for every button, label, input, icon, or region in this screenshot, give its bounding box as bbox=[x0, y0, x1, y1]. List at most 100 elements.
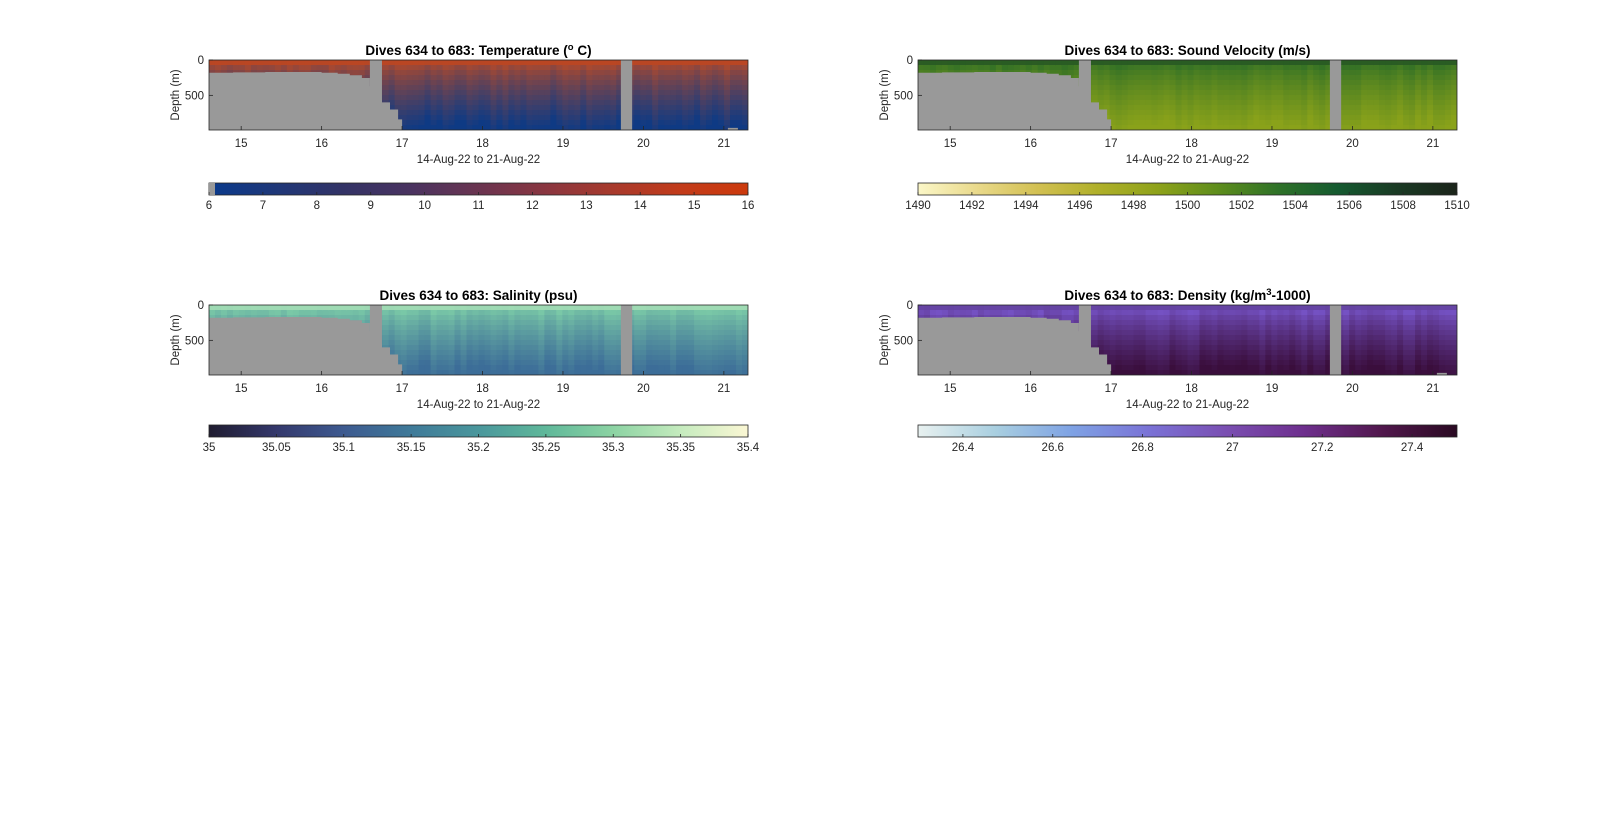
heatmap-cell bbox=[736, 305, 743, 311]
heatmap-cell bbox=[1121, 365, 1129, 371]
heatmap-cell bbox=[682, 355, 689, 361]
heatmap-cell bbox=[1157, 325, 1165, 331]
heatmap-cell bbox=[472, 70, 480, 76]
heatmap-cell bbox=[1391, 100, 1398, 106]
heatmap-cell bbox=[1217, 340, 1225, 346]
heatmap-cell bbox=[1133, 330, 1141, 336]
heatmap-cell bbox=[1421, 65, 1428, 71]
heatmap-cell bbox=[1175, 330, 1183, 336]
heatmap-cell bbox=[1253, 125, 1260, 130]
heatmap-cell bbox=[550, 65, 557, 71]
heatmap-cell bbox=[616, 320, 623, 326]
heatmap-cell bbox=[322, 310, 330, 316]
heatmap-cell bbox=[1217, 325, 1225, 331]
heatmap-cell bbox=[562, 115, 569, 121]
heatmap-cell bbox=[262, 60, 270, 66]
heatmap-cell bbox=[670, 120, 677, 126]
heatmap-cell bbox=[724, 320, 731, 326]
heatmap-cell bbox=[1145, 110, 1153, 116]
heatmap-cell bbox=[1109, 75, 1117, 81]
heatmap-cell bbox=[1325, 105, 1332, 111]
heatmap-cell bbox=[1367, 120, 1374, 126]
heatmap-cell bbox=[472, 100, 480, 106]
heatmap-cell bbox=[478, 75, 486, 81]
heatmap-cell bbox=[514, 350, 522, 356]
heatmap-cell bbox=[1259, 115, 1266, 121]
heatmap-cell bbox=[1289, 80, 1296, 86]
heatmap-cell bbox=[460, 350, 468, 356]
heatmap-cell bbox=[442, 80, 450, 86]
heatmap-cell bbox=[274, 305, 282, 311]
heatmap-cell bbox=[1199, 355, 1207, 361]
heatmap-cell bbox=[442, 335, 450, 341]
heatmap-cell bbox=[496, 80, 504, 86]
heatmap-cell bbox=[526, 355, 533, 361]
heatmap-cell bbox=[412, 105, 420, 111]
heatmap-cell bbox=[1307, 95, 1314, 101]
heatmap-cell bbox=[604, 305, 611, 311]
heatmap-cell bbox=[532, 330, 539, 336]
heatmap-cell bbox=[1073, 75, 1081, 81]
heatmap-cell bbox=[1223, 320, 1231, 326]
heatmap-cell bbox=[1193, 90, 1201, 96]
heatmap-cell bbox=[1379, 120, 1386, 126]
heatmap-cell bbox=[1175, 370, 1183, 375]
heatmap-cell bbox=[1139, 320, 1147, 326]
heatmap-cell bbox=[1139, 85, 1147, 91]
x-tick-label: 19 bbox=[557, 138, 570, 150]
heatmap-cell bbox=[1217, 345, 1225, 351]
heatmap-cell bbox=[424, 95, 432, 101]
heatmap-cell bbox=[460, 355, 468, 361]
heatmap-cell bbox=[1271, 100, 1278, 106]
heatmap-cell bbox=[718, 85, 725, 91]
heatmap-cell bbox=[1223, 325, 1231, 331]
heatmap-cell bbox=[706, 325, 713, 331]
heatmap-cell bbox=[676, 125, 683, 130]
heatmap-cell bbox=[220, 60, 228, 66]
heatmap-cell bbox=[1115, 75, 1123, 81]
heatmap-cell bbox=[1097, 320, 1105, 326]
heatmap-cell bbox=[250, 305, 258, 311]
heatmap-cell bbox=[1247, 350, 1254, 356]
colorbar-tick-label: 1502 bbox=[1229, 200, 1255, 212]
nodata-region bbox=[209, 72, 403, 130]
heatmap-cell bbox=[388, 320, 396, 326]
heatmap-cell bbox=[520, 335, 528, 341]
heatmap-cell bbox=[1271, 95, 1278, 101]
heatmap-cell bbox=[1361, 370, 1368, 375]
heatmap-cell bbox=[1265, 325, 1272, 331]
heatmap-cell bbox=[478, 60, 486, 66]
heatmap-cell bbox=[664, 125, 671, 130]
heatmap-cell bbox=[1121, 320, 1129, 326]
heatmap-cell bbox=[688, 325, 695, 331]
heatmap-cell bbox=[658, 345, 665, 351]
heatmap-cell bbox=[514, 340, 522, 346]
heatmap-cell bbox=[448, 360, 456, 366]
heatmap-cell bbox=[718, 340, 725, 346]
heatmap-cell bbox=[418, 100, 426, 106]
heatmap-cell bbox=[598, 345, 605, 351]
heatmap-cell bbox=[574, 325, 581, 331]
heatmap-cell bbox=[574, 75, 581, 81]
heatmap-cell bbox=[1229, 65, 1237, 71]
heatmap-cell bbox=[598, 125, 605, 130]
heatmap-cell bbox=[598, 365, 605, 371]
heatmap-cell bbox=[1385, 60, 1392, 66]
heatmap-cell bbox=[214, 60, 222, 66]
heatmap-cell bbox=[502, 100, 510, 106]
heatmap-cell bbox=[496, 65, 504, 71]
heatmap-cell bbox=[1133, 315, 1141, 321]
heatmap-cell bbox=[598, 85, 605, 91]
heatmap-cell bbox=[610, 80, 617, 86]
heatmap-cell bbox=[484, 315, 492, 321]
heatmap-cell bbox=[1277, 120, 1284, 126]
heatmap-cell bbox=[1343, 105, 1350, 111]
heatmap-cell bbox=[664, 70, 671, 76]
heatmap-cell bbox=[1313, 320, 1320, 326]
heatmap-cell bbox=[556, 315, 563, 321]
heatmap-cell bbox=[442, 355, 450, 361]
heatmap-cell bbox=[640, 355, 647, 361]
heatmap-cell bbox=[1265, 125, 1272, 130]
heatmap-cell bbox=[1145, 360, 1153, 366]
heatmap-cell bbox=[670, 330, 677, 336]
